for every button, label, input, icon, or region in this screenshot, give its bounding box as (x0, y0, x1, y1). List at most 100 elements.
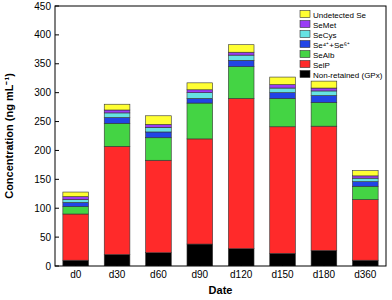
legend-label: SeCys (313, 31, 337, 40)
bar-segment (104, 146, 130, 254)
x-tick (365, 262, 366, 266)
legend-label: SeMet (313, 21, 337, 30)
x-tick (117, 262, 118, 266)
bar-segment (270, 98, 296, 126)
bar-segment (63, 206, 89, 214)
y-tick-label: 0 (45, 261, 51, 272)
bar-segment (63, 214, 89, 260)
x-tick-label: d120 (230, 269, 253, 280)
x-tick (199, 262, 200, 266)
legend-swatch (300, 21, 310, 28)
y-axis-label: Concentration (ng mL⁻¹) (3, 73, 15, 199)
bar-segment (187, 103, 213, 139)
y-tick (55, 34, 59, 35)
bar-segment (228, 249, 254, 266)
bar-segment (311, 88, 337, 91)
bar-segment (228, 52, 254, 55)
bar-segment (146, 160, 172, 252)
bar-segment (270, 127, 296, 254)
x-tick (158, 262, 159, 266)
x-tick-label: d60 (150, 269, 167, 280)
bar-segment (146, 127, 172, 132)
y-tick (55, 92, 59, 93)
bar-segment (187, 244, 213, 266)
x-tick-label: d150 (271, 269, 294, 280)
legend-label: Non-retained (GPx) (313, 71, 383, 80)
bar-segment (187, 83, 213, 90)
bar-segment (352, 176, 378, 178)
x-tick-label: d90 (191, 269, 208, 280)
bar-segment (187, 139, 213, 244)
bar-segment (270, 253, 296, 266)
bar-segment (352, 171, 378, 176)
bar-segment (352, 182, 378, 187)
x-tick (282, 262, 283, 266)
bar-segment (311, 126, 337, 250)
bar-segment (104, 104, 130, 110)
legend-label: SelP (313, 61, 330, 70)
y-tick (55, 266, 59, 267)
bar-segment (311, 91, 337, 96)
y-tick-label: 200 (34, 145, 51, 156)
bar-segment (146, 116, 172, 125)
bar-segment (146, 132, 172, 138)
legend-swatch (300, 11, 310, 18)
bar-segment (63, 260, 89, 266)
bar-segment (352, 260, 378, 266)
bar-segment (270, 77, 296, 85)
bar-segment (63, 197, 89, 200)
plot-frame (55, 6, 386, 266)
y-tick-label: 450 (34, 1, 51, 12)
bar-segment (228, 67, 254, 99)
bar-segment (270, 85, 296, 88)
x-tick-label: d30 (109, 269, 126, 280)
y-tick (55, 6, 59, 7)
bar-segment (311, 81, 337, 88)
y-tick-label: 50 (40, 232, 52, 243)
y-tick-label: 400 (34, 29, 51, 40)
bar-segment (270, 88, 296, 93)
y-tick-label: 250 (34, 116, 51, 127)
bar-segment (146, 124, 172, 127)
bar-segment (187, 93, 213, 99)
x-tick (323, 262, 324, 266)
bar-segment (146, 138, 172, 161)
bar-segment (311, 250, 337, 266)
x-tick-label: d180 (313, 269, 336, 280)
bar-segment (146, 253, 172, 266)
chart: 050100150200250300350400450d0d30d60d90d1… (0, 0, 392, 300)
y-tick (55, 150, 59, 151)
bar-segment (104, 110, 130, 113)
bar-segment (352, 178, 378, 181)
legend-swatch (300, 51, 310, 58)
legend-swatch (300, 41, 310, 48)
x-tick-label: d0 (70, 269, 82, 280)
legend: Undetected SeSeMetSeCysSe⁴⁺+Se⁶⁺SeAlbSel… (300, 11, 383, 80)
y-tick-label: 150 (34, 174, 51, 185)
bar-segment (104, 118, 130, 124)
y-tick (55, 208, 59, 209)
bar-segment (63, 202, 89, 206)
bar-segment (63, 200, 89, 203)
bar-segment (352, 186, 378, 199)
legend-swatch (300, 31, 310, 38)
y-tick (55, 179, 59, 180)
bar-segment (270, 93, 296, 99)
x-tick (75, 262, 76, 266)
y-tick (55, 237, 59, 238)
x-tick-label: d360 (354, 269, 377, 280)
bar-segment (228, 98, 254, 248)
bar-segment (228, 55, 254, 60)
legend-label: Se⁴⁺+Se⁶⁺ (313, 41, 350, 50)
bar-segment (228, 45, 254, 53)
x-axis-label: Date (209, 284, 233, 296)
bar-segment (352, 200, 378, 261)
x-tick (241, 262, 242, 266)
bar-segment (187, 90, 213, 93)
bar-segment (104, 254, 130, 266)
bar-segment (187, 98, 213, 103)
legend-label: Undetected Se (313, 11, 366, 20)
y-tick (55, 63, 59, 64)
legend-label: SeAlb (313, 51, 335, 60)
y-tick-label: 100 (34, 203, 51, 214)
